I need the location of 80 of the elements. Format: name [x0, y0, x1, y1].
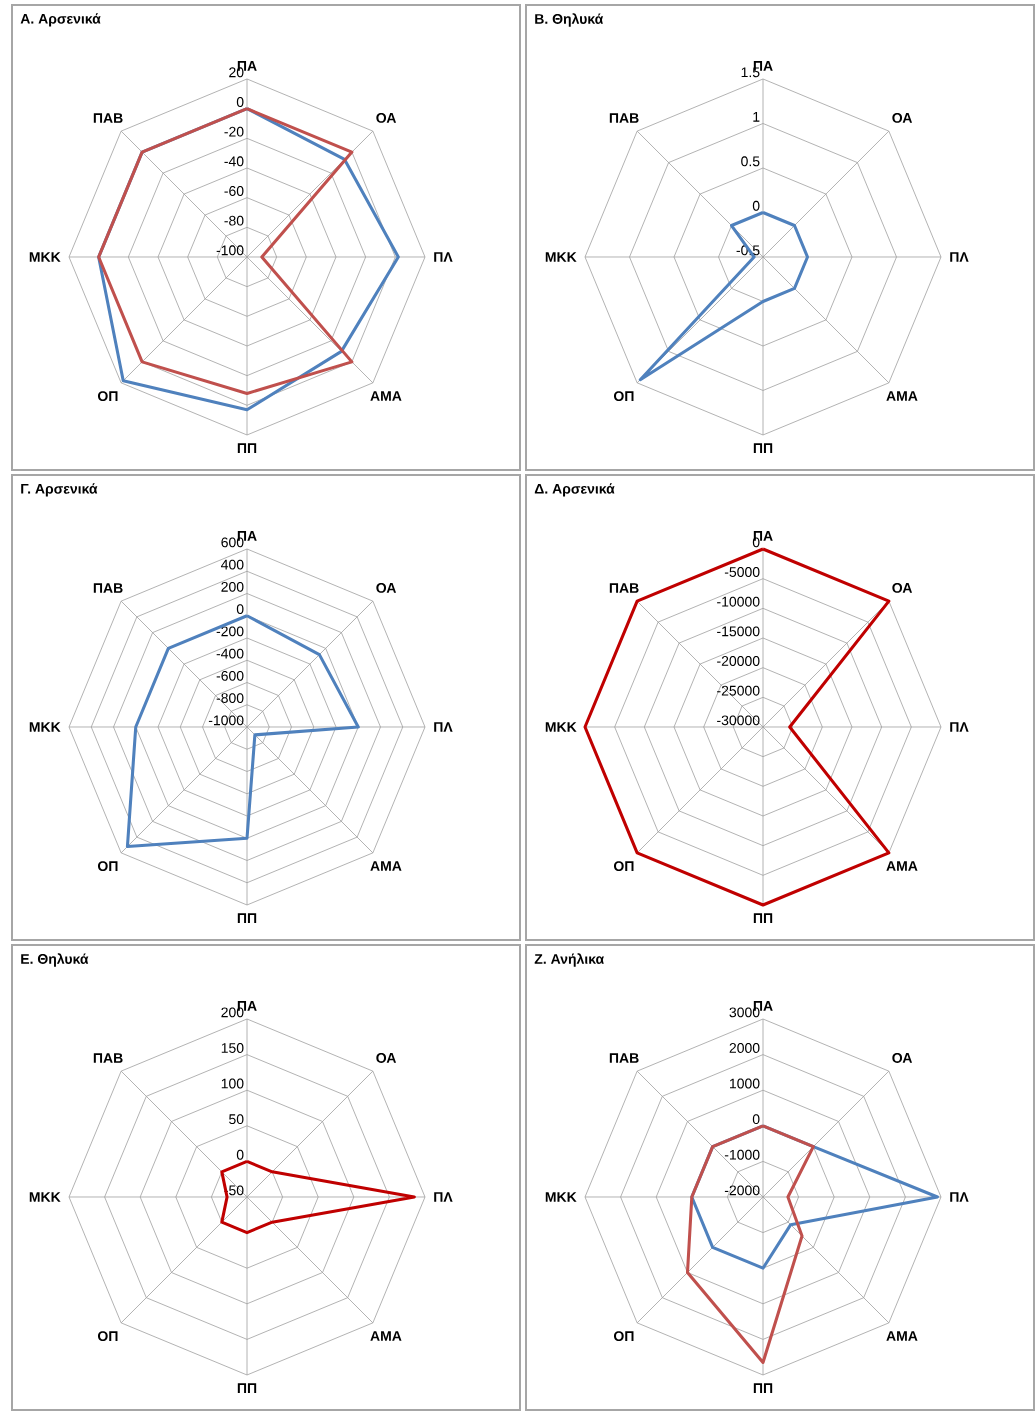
chart-title: Γ. Αρσενικά — [21, 483, 98, 497]
spoke-label: ΠΛ — [950, 1192, 969, 1202]
y-tick-label: -30000 — [717, 715, 760, 726]
y-tick-label: -10000 — [717, 596, 760, 607]
spoke-label: ΟΑ — [892, 582, 913, 593]
y-tick-label: 100 — [221, 1078, 244, 1089]
chart-title: Ζ. Ανήλικα — [534, 953, 605, 967]
y-tick-label: -80 — [224, 215, 244, 226]
y-tick-label: -1000 — [724, 1149, 760, 1160]
y-tick-label: -5000 — [724, 567, 760, 577]
spoke-label: ΑΜΑ — [370, 391, 402, 401]
y-tick-label: 0 — [236, 1149, 244, 1160]
y-tick-label: -20000 — [717, 656, 760, 666]
spoke-label: ΠΑΒ — [609, 113, 639, 123]
spoke-label: ΑΜΑ — [886, 861, 918, 871]
y-tick-label: 0 — [752, 1114, 760, 1125]
y-tick-label: 400 — [221, 559, 244, 570]
y-tick-label: -2000 — [724, 1185, 760, 1196]
y-tick-label: 50 — [229, 1114, 244, 1125]
spoke-label: ΠΑΒ — [93, 113, 123, 123]
chart-title: Α. Αρσενικά — [20, 13, 101, 27]
y-tick-label: 200 — [221, 581, 244, 592]
spoke-label: ΟΑ — [892, 112, 913, 123]
y-tick-label: -15000 — [717, 626, 760, 637]
spoke-label: ΠΛ — [950, 722, 969, 732]
spoke-label: ΜΚΚ — [29, 1192, 61, 1202]
spoke-label: ΜΚΚ — [545, 252, 577, 262]
spoke-label: ΟΑ — [376, 112, 397, 123]
y-tick-label: -800 — [216, 693, 244, 704]
chart-title: Ε. Θηλυκά — [21, 953, 89, 967]
spoke-label: ΠΑΒ — [93, 583, 123, 593]
y-tick-label: 0 — [752, 200, 760, 211]
spoke-label: ΟΠ — [613, 861, 634, 872]
y-tick-label: 150 — [221, 1042, 244, 1053]
spoke-label: ΜΚΚ — [29, 252, 61, 262]
y-tick-label: -100 — [216, 245, 244, 256]
spoke-label: ΠΛ — [434, 722, 453, 732]
spoke-label: ΠΛ — [434, 252, 453, 262]
chart-title: Δ. Αρσενικά — [534, 483, 615, 497]
y-tick-label: 0.5 — [741, 156, 760, 167]
y-tick-label: -1000 — [208, 715, 244, 726]
spoke-label: ΜΚΚ — [545, 1192, 577, 1202]
chart-title: Β. Θηλυκά — [535, 13, 604, 27]
y-tick-label: 1 — [753, 112, 760, 122]
y-tick-label: 0 — [236, 97, 244, 107]
spoke-label: ΠΑΒ — [609, 1053, 639, 1063]
y-tick-label: 1000 — [730, 1078, 760, 1089]
spoke-label: ΠΠ — [753, 913, 773, 923]
spoke-label: ΟΠ — [97, 861, 118, 872]
spoke-label: ΟΑ — [892, 1052, 913, 1063]
y-tick-label: 0 — [236, 604, 244, 615]
spoke-label: ΠΠ — [237, 913, 257, 923]
spoke-label: ΠΛ — [950, 252, 969, 262]
spoke-label: ΟΑ — [376, 1052, 397, 1063]
spoke-label: ΠΠ — [753, 443, 773, 453]
spoke-label: ΠΛ — [434, 1192, 453, 1202]
y-tick-label: -40 — [224, 156, 244, 167]
spoke-label: ΠΠ — [753, 1383, 773, 1393]
spoke-label: ΠΠ — [237, 1383, 257, 1393]
spoke-label: ΠΑΒ — [93, 1053, 123, 1063]
y-tick-label: -600 — [216, 670, 244, 681]
y-tick-label: -60 — [224, 186, 244, 196]
y-tick-label: 2000 — [729, 1042, 760, 1053]
y-tick-label: -25000 — [717, 685, 760, 696]
y-tick-label: -200 — [216, 626, 244, 637]
spoke-label: ΟΠ — [613, 391, 634, 402]
spoke-label: ΜΚΚ — [29, 722, 61, 732]
spoke-label: ΑΜΑ — [370, 861, 402, 871]
spoke-label: ΑΜΑ — [886, 1331, 918, 1341]
y-tick-label: -400 — [216, 648, 244, 659]
spoke-label: ΜΚΚ — [545, 722, 577, 732]
spoke-label: ΟΠ — [97, 1331, 118, 1342]
y-tick-label: -20 — [224, 126, 244, 137]
spoke-label: ΟΠ — [97, 391, 118, 402]
spoke-label: ΠΑΒ — [609, 583, 639, 593]
spoke-label: ΑΜΑ — [886, 391, 918, 401]
spoke-label: ΟΑ — [376, 582, 397, 593]
spoke-label: ΠΠ — [237, 443, 257, 453]
spoke-label: ΑΜΑ — [370, 1331, 402, 1341]
spoke-label: ΟΠ — [613, 1331, 634, 1342]
